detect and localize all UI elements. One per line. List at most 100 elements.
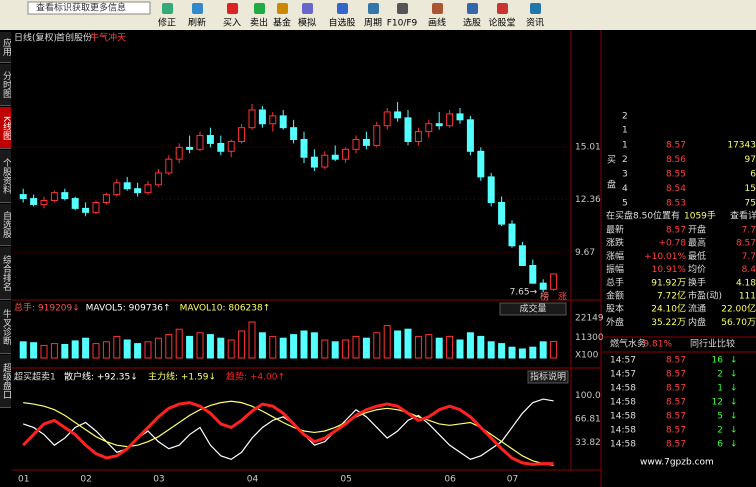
trade-volume: 2 bbox=[717, 426, 723, 436]
toolbar-icon bbox=[530, 3, 541, 14]
quote-label: 股本 bbox=[606, 303, 624, 315]
trade-price: 8.57 bbox=[666, 384, 686, 394]
industry-name: 燃气水务 bbox=[610, 338, 646, 350]
candle-body bbox=[40, 200, 48, 205]
quote-value: 111 bbox=[739, 292, 756, 302]
toolbar-button[interactable]: 基金 bbox=[273, 17, 291, 29]
candle-body bbox=[258, 109, 266, 125]
buy-price: 8.54 bbox=[666, 184, 686, 194]
sidebar-tab[interactable]: 自选股 bbox=[0, 204, 11, 246]
trade-time: 14:58 bbox=[610, 426, 636, 436]
toolbar-button[interactable]: 资讯 bbox=[526, 18, 544, 29]
trade-volume: 1 bbox=[717, 384, 723, 394]
buy-volume: 15 bbox=[745, 184, 756, 194]
quote-value: 7.72亿 bbox=[657, 290, 686, 302]
volume-button[interactable] bbox=[499, 302, 567, 316]
toolbar-button[interactable]: 修正 bbox=[158, 17, 176, 29]
volume-bar bbox=[310, 332, 318, 359]
toolbar-button[interactable]: 买入 bbox=[223, 18, 241, 29]
trade-price: 8.57 bbox=[666, 412, 686, 422]
buy-price: 8.56 bbox=[666, 155, 686, 165]
toolbar-icon bbox=[432, 3, 443, 14]
buy-level: 4 bbox=[622, 184, 628, 194]
volume-bar bbox=[446, 335, 454, 359]
y-tick-label: 100.0 bbox=[575, 391, 601, 401]
x-tick-label: 05 bbox=[340, 475, 351, 485]
quote-value: 22.00亿 bbox=[721, 303, 756, 315]
toolbar-button[interactable]: 选股 bbox=[463, 17, 481, 29]
toolbar-icon bbox=[162, 3, 173, 14]
candle-body bbox=[331, 154, 339, 160]
sidebar-tab[interactable]: 分时图 bbox=[0, 64, 11, 106]
y-tick-label: 11300 bbox=[575, 333, 604, 343]
volume-legend: 总手: 919209↓ bbox=[14, 302, 80, 314]
volume-bar bbox=[477, 335, 485, 359]
x-tick-label: 01 bbox=[18, 475, 29, 485]
volume-bar bbox=[227, 339, 235, 359]
candle-body bbox=[310, 156, 318, 168]
toolbar-button[interactable]: 周期 bbox=[364, 18, 382, 29]
volume-bar bbox=[404, 328, 412, 359]
quote-label: 振幅 bbox=[606, 263, 624, 275]
candle-body bbox=[144, 184, 152, 194]
candle-body bbox=[196, 135, 204, 150]
volume-button-label: 成交量 bbox=[519, 303, 546, 315]
candle-body bbox=[186, 146, 194, 150]
volume-bar bbox=[154, 337, 162, 359]
notice-volume: 1059手 bbox=[684, 210, 716, 222]
toolbar-icon bbox=[368, 3, 379, 14]
trade-price: 8.57 bbox=[666, 426, 686, 436]
volume-unit: X100 bbox=[575, 351, 599, 361]
trade-price: 8.57 bbox=[666, 356, 686, 366]
buy-label: 盘 bbox=[607, 179, 616, 191]
y-tick-label: 9.67 bbox=[575, 248, 595, 258]
watermark: www.7gpzb.com bbox=[640, 458, 714, 468]
quote-label: 流通 bbox=[688, 303, 706, 315]
volume-legend: MAVOL10: 806238↑ bbox=[180, 304, 271, 314]
candle-body bbox=[321, 154, 329, 168]
quote-label: 市盈(动) bbox=[688, 290, 722, 302]
toolbar-button[interactable]: 画线 bbox=[428, 17, 446, 29]
quote-value: 91.92万 bbox=[651, 278, 686, 288]
toolbar-icon bbox=[467, 3, 478, 14]
toolbar-button[interactable]: 自选股 bbox=[328, 17, 355, 29]
industry-compare[interactable]: 同行业比较 bbox=[690, 338, 735, 350]
quote-value: 7.7 bbox=[742, 226, 756, 236]
sidebar-tab[interactable]: 个股资料 bbox=[0, 150, 11, 203]
quote-label: 总手 bbox=[606, 276, 624, 288]
candle-body bbox=[414, 131, 422, 142]
volume-bar bbox=[300, 330, 308, 359]
toolbar-button[interactable]: 刷新 bbox=[188, 17, 206, 29]
toolbar-icon bbox=[277, 3, 288, 14]
toolbar-button[interactable]: 论股堂 bbox=[488, 17, 515, 29]
notice-text: 在买盘8.50位置有 bbox=[606, 210, 680, 222]
sidebar-tab[interactable]: 综合排名 bbox=[0, 247, 11, 300]
trade-volume: 16 bbox=[712, 356, 724, 366]
trade-volume: 2 bbox=[717, 370, 723, 380]
indicator-legend: 散户线: +92.35↓ bbox=[64, 371, 138, 383]
notice-link[interactable]: 查看详 bbox=[730, 210, 756, 222]
candle-body bbox=[394, 111, 402, 119]
volume-bar bbox=[466, 332, 474, 359]
sidebar-tab[interactable]: 牛叉诊断 bbox=[0, 301, 11, 354]
volume-bar bbox=[518, 348, 526, 359]
sidebar-tab[interactable]: 超级盘口 bbox=[0, 355, 11, 408]
trade-direction: ↓ bbox=[730, 426, 738, 436]
buy-price: 8.53 bbox=[666, 199, 686, 209]
sidebar-tab[interactable]: 应用 bbox=[0, 32, 11, 63]
toolbar-button[interactable]: F10/F9 bbox=[387, 19, 418, 29]
quote-label: 涨幅 bbox=[606, 250, 624, 262]
sidebar-tab[interactable]: K线图 bbox=[0, 107, 11, 149]
quote-label: 金额 bbox=[606, 290, 624, 302]
search-box[interactable] bbox=[27, 1, 151, 15]
indicator-legend: 主力线: +1.59↓ bbox=[148, 371, 216, 383]
candle-body bbox=[134, 188, 142, 194]
indicator-button[interactable] bbox=[527, 370, 569, 384]
volume-bar bbox=[258, 332, 266, 359]
toolbar-button[interactable]: 卖出 bbox=[250, 17, 268, 29]
toolbar-button[interactable]: 模拟 bbox=[298, 17, 316, 29]
volume-bar bbox=[508, 346, 516, 359]
indicator-line bbox=[22, 401, 554, 466]
quote-label: 外盘 bbox=[606, 316, 624, 328]
